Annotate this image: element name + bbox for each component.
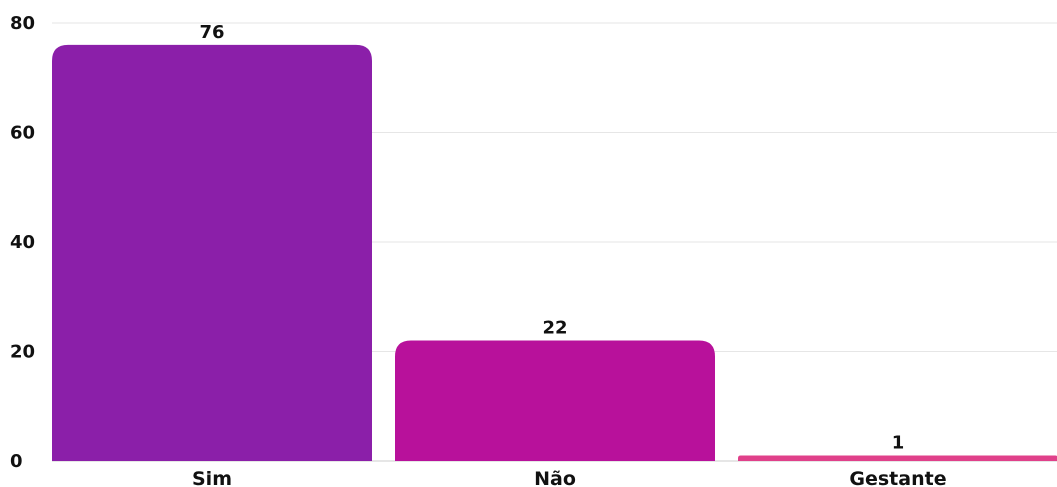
data-label: 76	[199, 22, 224, 43]
bars: 76 22 1	[52, 22, 1057, 462]
x-tick-label: Sim	[192, 468, 232, 487]
y-tick-label: 0	[10, 451, 23, 472]
bar-não	[395, 340, 715, 461]
bar-sim	[52, 44, 372, 462]
y-axis: 0 20 40 60 80	[10, 13, 35, 472]
y-tick-label: 60	[10, 123, 35, 144]
x-axis: Sim Não Gestante	[192, 468, 947, 487]
data-label: 22	[542, 318, 567, 339]
y-tick-label: 40	[10, 232, 35, 253]
y-tick-label: 80	[10, 13, 35, 34]
x-tick-label: Não	[534, 468, 576, 487]
y-tick-label: 20	[10, 342, 35, 363]
x-tick-label: Gestante	[849, 468, 946, 487]
bar-gestante	[738, 455, 1057, 461]
data-label: 1	[892, 433, 905, 454]
